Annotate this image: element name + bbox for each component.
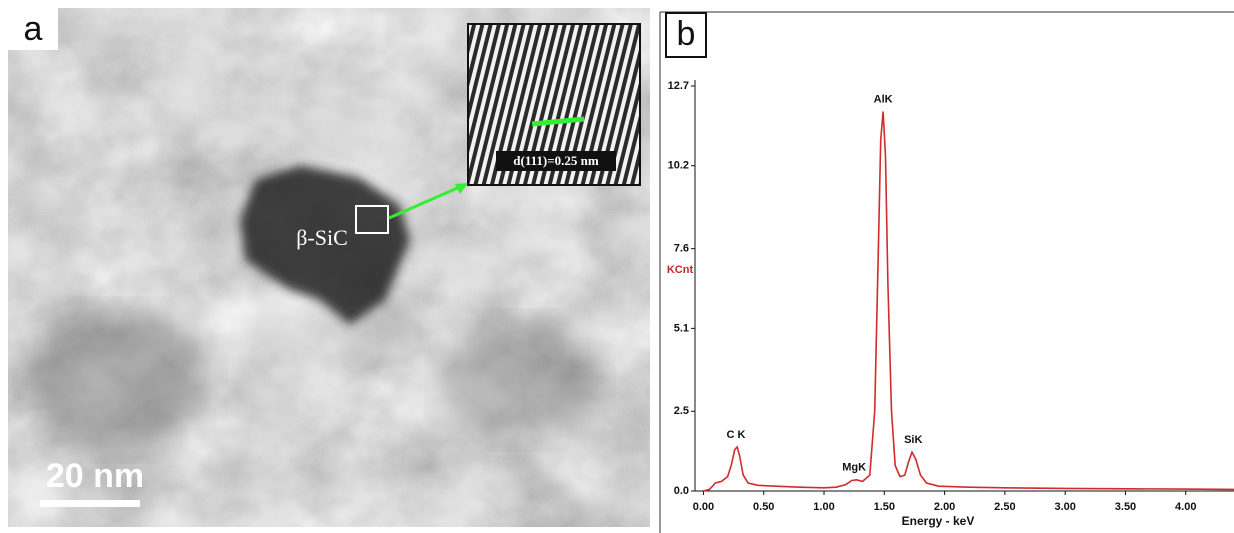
y-tick-label: 10.2 [668, 160, 689, 172]
scale-bar [40, 500, 140, 507]
x-tick-label: 4.00 [1175, 501, 1196, 513]
y-tick-label: 7.6 [674, 243, 689, 255]
x-tick-label: 1.50 [874, 501, 895, 513]
panel-label-box [665, 12, 707, 58]
x-axis-label: Energy - keV [902, 514, 975, 528]
scale-bar-label: 20 nm [46, 457, 144, 495]
peak-label: AlK [874, 93, 893, 105]
panel-label: a [24, 10, 43, 48]
peak-label: MgK [842, 462, 866, 474]
x-tick-label: 3.00 [1054, 501, 1075, 513]
panel-label: b [677, 15, 696, 53]
selection-box [355, 205, 389, 234]
y-axis-label: KCnt [667, 264, 694, 276]
y-tick-label: 5.1 [674, 322, 689, 334]
x-tick-label: 0.50 [753, 501, 774, 513]
peak-label: SiK [904, 434, 922, 446]
spectrum-line [703, 111, 1234, 492]
feature-label: β-SiC [296, 225, 348, 250]
y-tick-label: 0.0 [674, 485, 689, 497]
inset-label-bg [496, 151, 616, 171]
peak-label: C K [727, 429, 746, 441]
x-tick-label: 0.00 [693, 501, 714, 513]
x-tick-label: 2.50 [994, 501, 1015, 513]
x-tick-label: 1.00 [813, 501, 834, 513]
x-tick-label: 3.50 [1115, 501, 1136, 513]
arrow [388, 184, 463, 220]
arrow-head [455, 183, 468, 194]
y-tick-label: 2.5 [674, 405, 689, 417]
y-tick-label: 12.7 [668, 80, 689, 92]
measure-line [531, 116, 585, 127]
x-tick-label: 2.00 [934, 501, 955, 513]
inset-label: d(111)=0.25 nm [513, 153, 599, 168]
panel-label-box [8, 8, 58, 50]
